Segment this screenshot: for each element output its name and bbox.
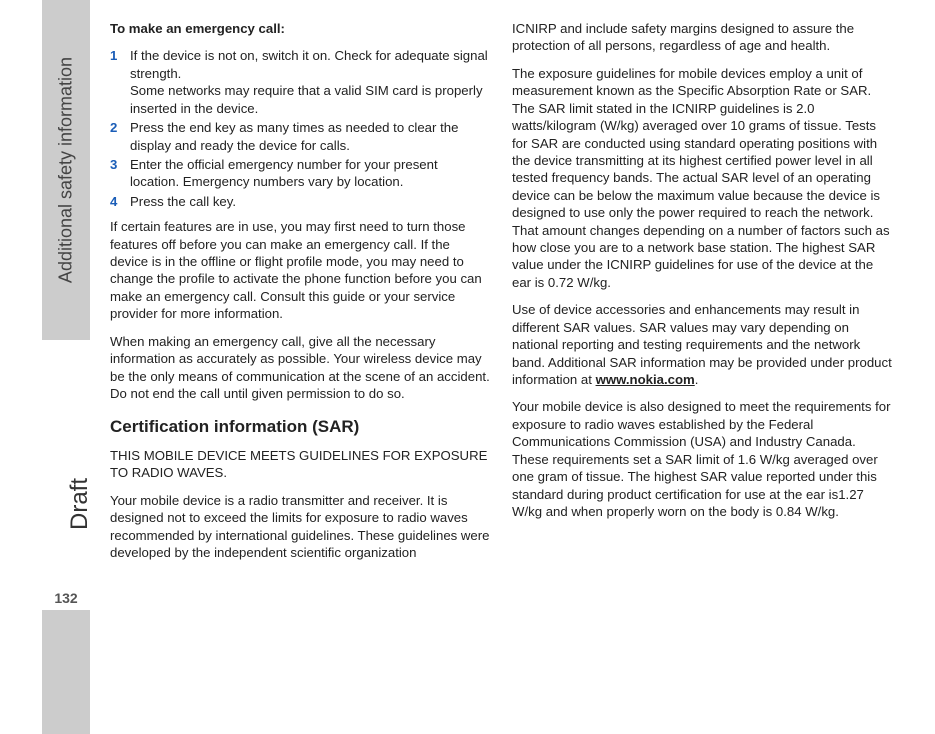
sar-heading: Certification information (SAR) — [110, 416, 490, 438]
side-rail-bottom — [42, 610, 90, 734]
step-item: Press the call key. — [110, 193, 490, 210]
body-paragraph: Your mobile device is also designed to m… — [512, 398, 892, 520]
emergency-heading: To make an emergency call: — [110, 20, 490, 37]
step-item: Enter the official emergency number for … — [110, 156, 490, 191]
step-text: Press the call key. — [130, 194, 236, 209]
body-paragraph: If certain features are in use, you may … — [110, 218, 490, 323]
body-text: Use of device accessories and enhancemen… — [512, 302, 892, 387]
nokia-link[interactable]: www.nokia.com — [596, 372, 695, 387]
document-page: Additional safety information Draft 132 … — [0, 0, 935, 734]
content-area: To make an emergency call: If the device… — [110, 20, 910, 571]
step-item: Press the end key as many times as neede… — [110, 119, 490, 154]
body-paragraph: The exposure guidelines for mobile devic… — [512, 65, 892, 291]
step-text: Enter the official emergency number for … — [130, 157, 438, 189]
step-text: If the device is not on, switch it on. C… — [130, 48, 488, 80]
page-number: 132 — [52, 590, 80, 606]
body-paragraph: Use of device accessories and enhancemen… — [512, 301, 892, 388]
step-item: If the device is not on, switch it on. C… — [110, 47, 490, 117]
left-column: To make an emergency call: If the device… — [110, 20, 490, 571]
step-subtext: Some networks may require that a valid S… — [130, 83, 483, 115]
body-paragraph: ICNIRP and include safety margins design… — [512, 20, 892, 55]
right-column: ICNIRP and include safety margins design… — [512, 20, 892, 571]
emergency-steps: If the device is not on, switch it on. C… — [110, 47, 490, 210]
side-rail-top: Additional safety information — [42, 0, 90, 340]
side-rail: Additional safety information — [42, 0, 90, 734]
body-paragraph: Your mobile device is a radio transmitte… — [110, 492, 490, 562]
section-label: Additional safety information — [56, 57, 77, 283]
step-text: Press the end key as many times as neede… — [130, 120, 458, 152]
body-text: . — [695, 372, 699, 387]
body-paragraph: When making an emergency call, give all … — [110, 333, 490, 403]
sar-caps-line: THIS MOBILE DEVICE MEETS GUIDELINES FOR … — [110, 447, 490, 482]
draft-watermark: Draft — [66, 478, 94, 530]
